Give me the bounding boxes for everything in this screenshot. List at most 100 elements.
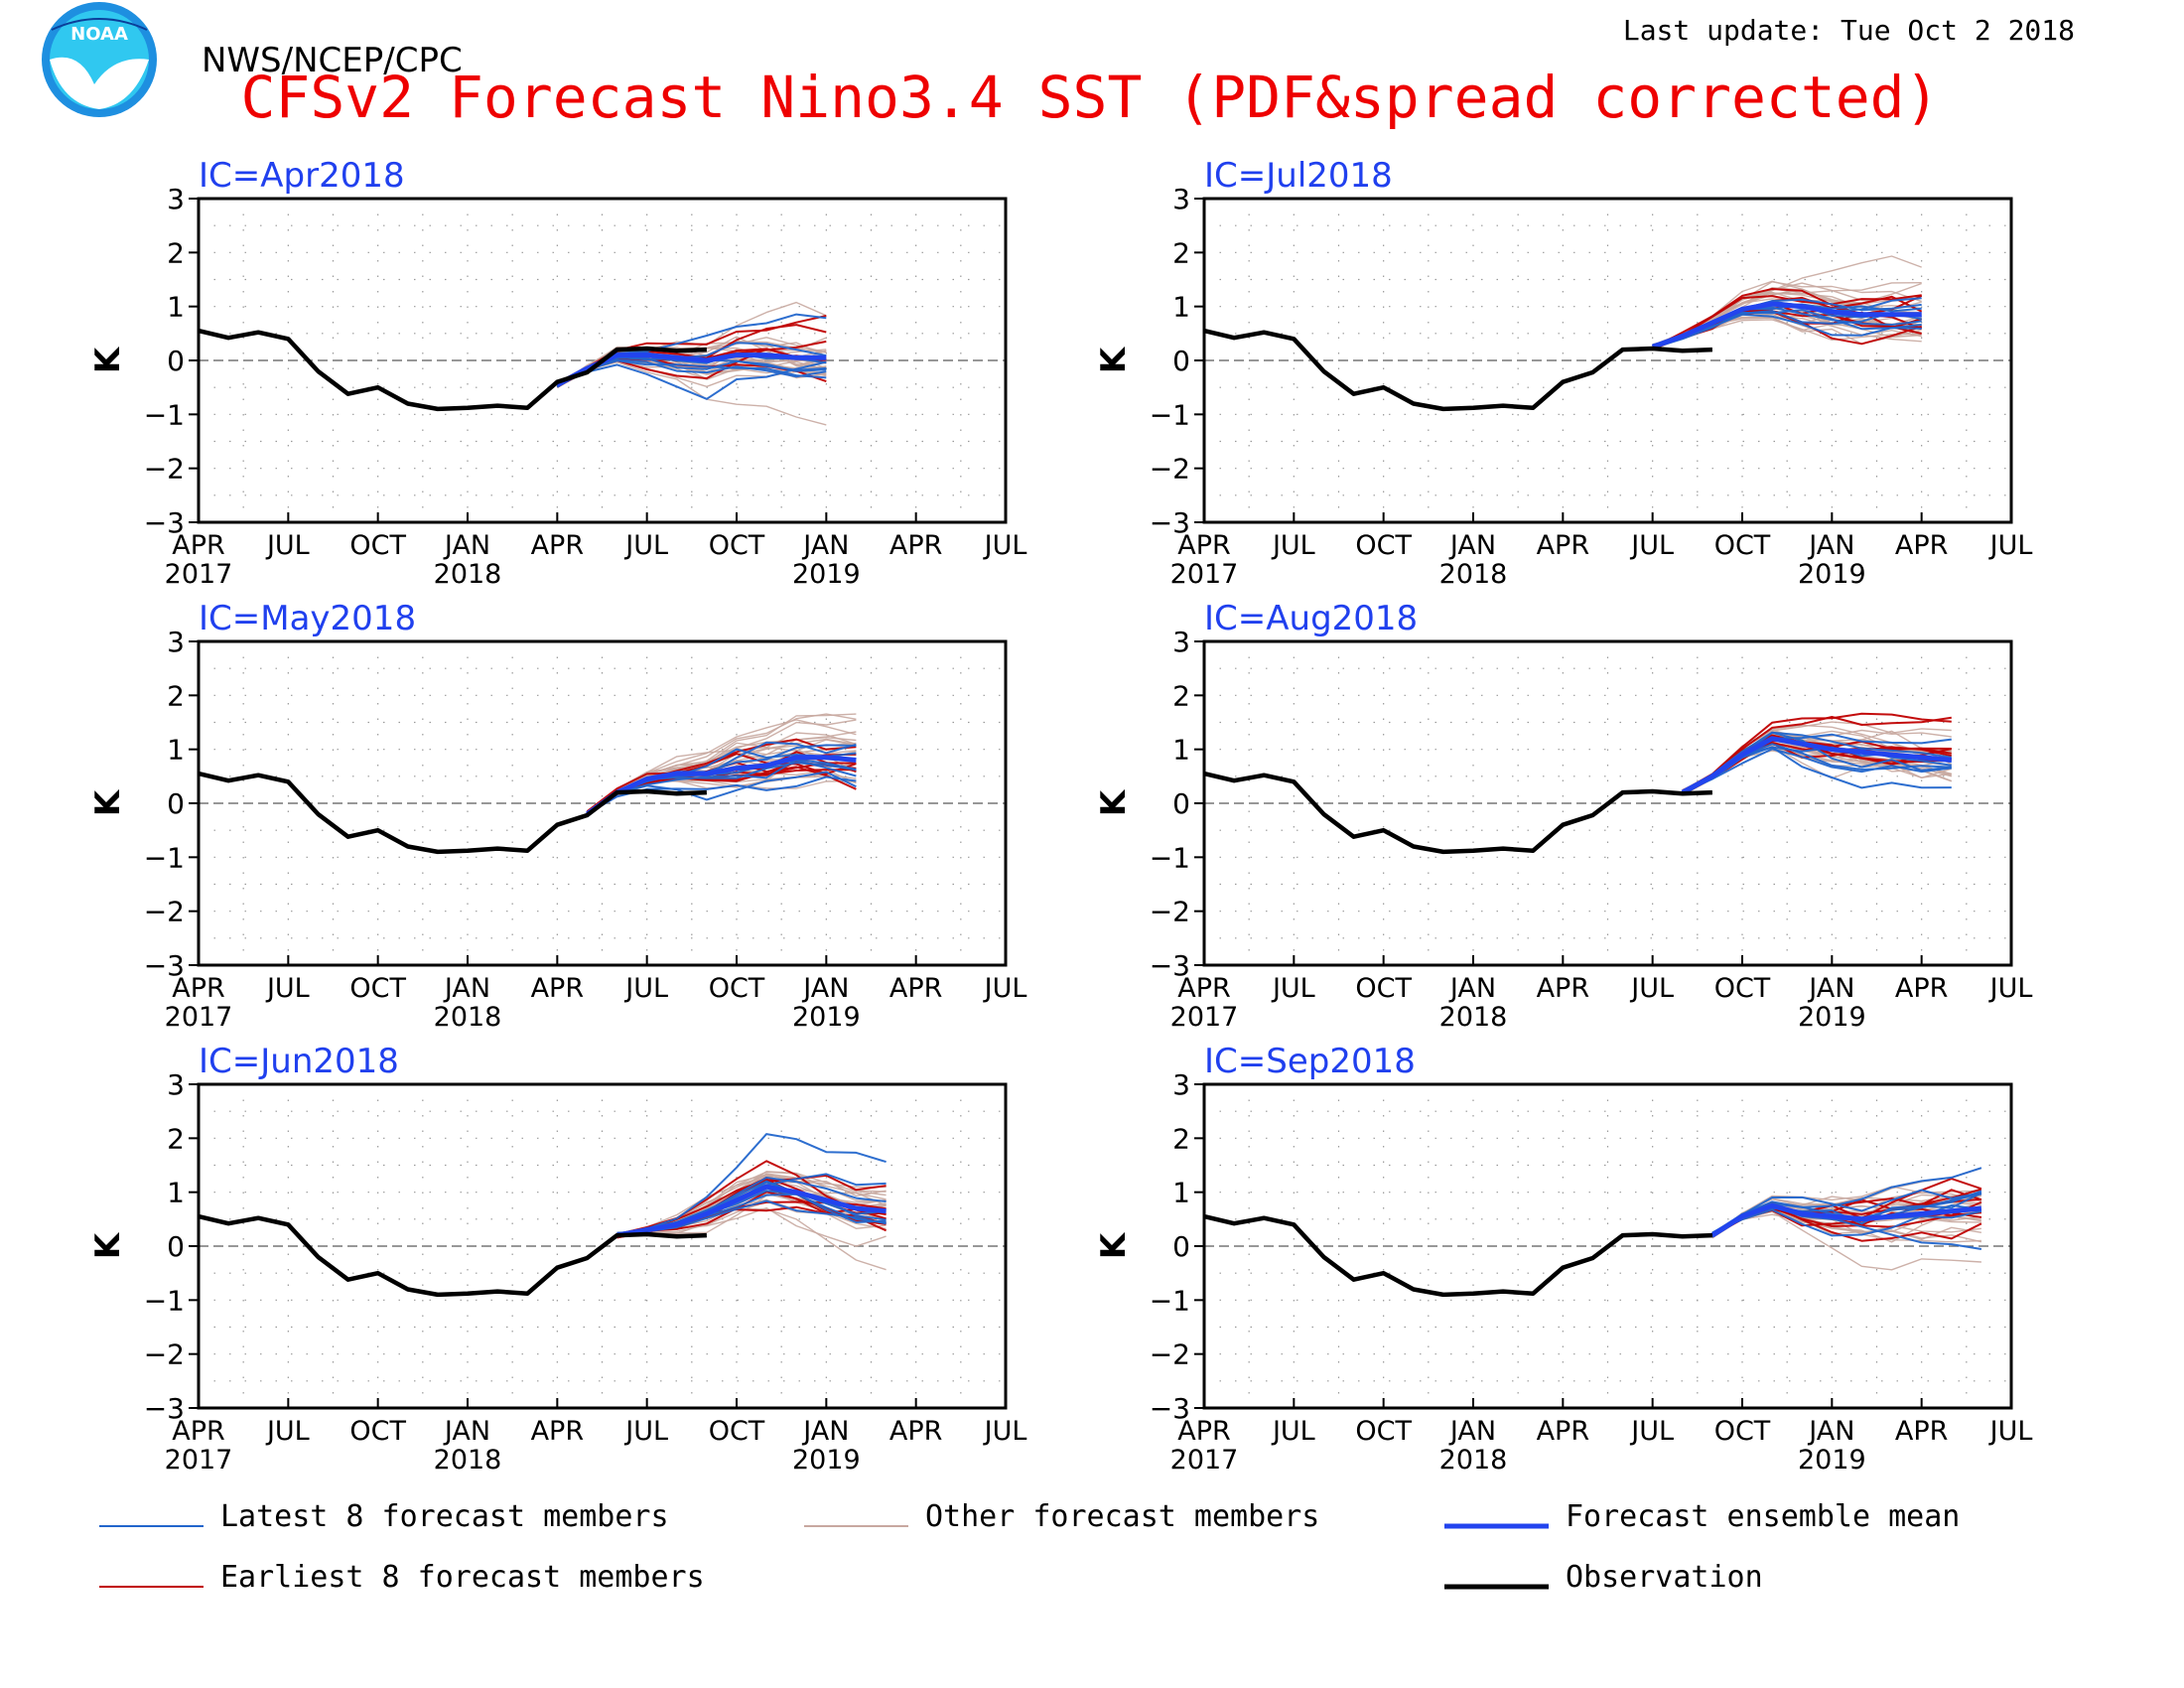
legend-label-other: Other forecast members	[925, 1499, 1319, 1534]
legend-label-mean: Forecast ensemble mean	[1566, 1499, 1960, 1534]
y-tick-label: 0	[1172, 345, 1190, 377]
x-tick-label: APR	[172, 1416, 225, 1447]
legend-item-observation: Observation	[1444, 1560, 1763, 1595]
x-tick-label: JAN	[1807, 973, 1854, 1004]
legend-item-mean: Forecast ensemble mean	[1444, 1499, 1960, 1534]
x-tick-year-label: 2019	[792, 559, 861, 590]
x-tick-label: APR	[1537, 973, 1590, 1004]
y-tick-label: 1	[167, 1177, 185, 1209]
panel-title: IC=Jun2018	[199, 1042, 399, 1081]
x-tick-label: JUL	[1988, 1416, 2033, 1447]
y-tick-label: 3	[167, 1068, 185, 1101]
x-tick-label: APR	[889, 530, 943, 561]
y-tick-label: −3	[144, 949, 185, 982]
y-tick-label: 0	[167, 345, 185, 377]
observation-line	[1203, 1213, 1712, 1298]
y-tick-label: −1	[1150, 1284, 1190, 1317]
x-tick-label: JAN	[443, 530, 490, 561]
x-tick-label: OCT	[349, 1416, 406, 1447]
y-tick-label: 1	[167, 291, 185, 324]
member-line-earliest8	[586, 753, 857, 812]
ensemble-mean-line	[1710, 1202, 1982, 1238]
legend-item-other: Other forecast members	[804, 1499, 1319, 1534]
x-tick-label: APR	[1537, 530, 1590, 561]
x-tick-label: JUL	[265, 1416, 310, 1447]
agency-label: NWS/NCEP/CPC	[202, 41, 463, 80]
ensemble-mean-line	[1681, 736, 1953, 795]
x-tick-label: APR	[1537, 1416, 1590, 1447]
y-tick-label: 0	[167, 1230, 185, 1263]
x-tick-label: JUL	[623, 1416, 668, 1447]
legend-label-latest8: Latest 8 forecast members	[220, 1499, 669, 1534]
x-tick-label: JUL	[1271, 973, 1315, 1004]
noaa-logo-arc-icon	[51, 18, 148, 31]
x-tick-label: APR	[1895, 530, 1949, 561]
x-tick-label: OCT	[1355, 530, 1412, 561]
legend-label-earliest8: Earliest 8 forecast members	[220, 1560, 705, 1595]
x-tick-label: JUL	[1988, 973, 2033, 1004]
y-tick-label: 3	[1172, 1068, 1190, 1101]
page-title: CFSv2 Forecast Nino3.4 SST (PDF&spread c…	[240, 64, 1939, 131]
y-tick-label: −3	[1150, 949, 1190, 982]
x-tick-label: JAN	[801, 973, 849, 1004]
member-line-latest8	[1652, 309, 1922, 350]
member-line-other	[1711, 1213, 1982, 1240]
x-tick-label: APR	[1177, 530, 1231, 561]
panel-title: IC=Apr2018	[199, 156, 405, 196]
member-line-latest8	[1711, 1189, 1982, 1236]
y-tick-label: 2	[167, 236, 185, 269]
x-tick-label: JAN	[443, 1416, 490, 1447]
x-tick-label: JAN	[1448, 1416, 1496, 1447]
ensemble-mean-line	[585, 755, 857, 816]
x-tick-label: JUL	[1271, 1416, 1315, 1447]
x-tick-label: JAN	[801, 1416, 849, 1447]
legend-item-earliest8: Earliest 8 forecast members	[99, 1560, 705, 1595]
y-tick-label: −2	[144, 896, 185, 928]
member-line-earliest8	[1682, 712, 1952, 792]
x-tick-label: OCT	[709, 973, 765, 1004]
y-tick-label: 2	[167, 679, 185, 712]
x-tick-label: JUL	[1629, 530, 1674, 561]
x-tick-year-label: 2017	[165, 559, 233, 590]
x-tick-label: OCT	[1355, 1416, 1412, 1447]
y-tick-label: 1	[1172, 734, 1190, 767]
observation-line	[198, 328, 707, 412]
x-tick-label: JAN	[1807, 1416, 1854, 1447]
y-tick-label: −1	[144, 841, 185, 874]
x-tick-label: JUL	[983, 1416, 1027, 1447]
x-tick-year-label: 2018	[1439, 1445, 1508, 1476]
y-tick-label: 1	[1172, 1177, 1190, 1209]
y-tick-label: −2	[1150, 896, 1190, 928]
x-tick-label: APR	[172, 530, 225, 561]
x-tick-label: APR	[889, 1416, 943, 1447]
y-tick-label: 0	[167, 787, 185, 820]
x-tick-label: JAN	[1807, 530, 1854, 561]
x-tick-label: JAN	[801, 530, 849, 561]
member-line-other	[616, 1200, 887, 1236]
x-tick-label: APR	[1177, 1416, 1231, 1447]
x-tick-year-label: 2019	[792, 1445, 861, 1476]
y-axis-label: K	[88, 788, 128, 816]
y-tick-label: 2	[167, 1122, 185, 1155]
x-tick-label: JUL	[983, 530, 1027, 561]
x-tick-year-label: 2018	[1439, 1002, 1508, 1033]
legend-item-latest8: Latest 8 forecast members	[99, 1499, 669, 1534]
x-tick-label: JUL	[265, 973, 310, 1004]
y-tick-label: −1	[1150, 841, 1190, 874]
x-tick-label: APR	[172, 973, 225, 1004]
x-tick-label: APR	[1895, 973, 1949, 1004]
observation-line	[1203, 771, 1712, 855]
x-tick-year-label: 2019	[1798, 559, 1866, 590]
y-tick-label: −1	[144, 1284, 185, 1317]
x-tick-year-label: 2017	[1170, 559, 1239, 590]
y-tick-label: −3	[1150, 506, 1190, 539]
x-tick-label: APR	[531, 530, 585, 561]
x-tick-year-label: 2018	[434, 1002, 502, 1033]
x-tick-label: JAN	[443, 973, 490, 1004]
x-tick-label: OCT	[349, 973, 406, 1004]
x-tick-year-label: 2017	[1170, 1002, 1239, 1033]
y-tick-label: −1	[144, 398, 185, 431]
x-tick-label: APR	[1177, 973, 1231, 1004]
